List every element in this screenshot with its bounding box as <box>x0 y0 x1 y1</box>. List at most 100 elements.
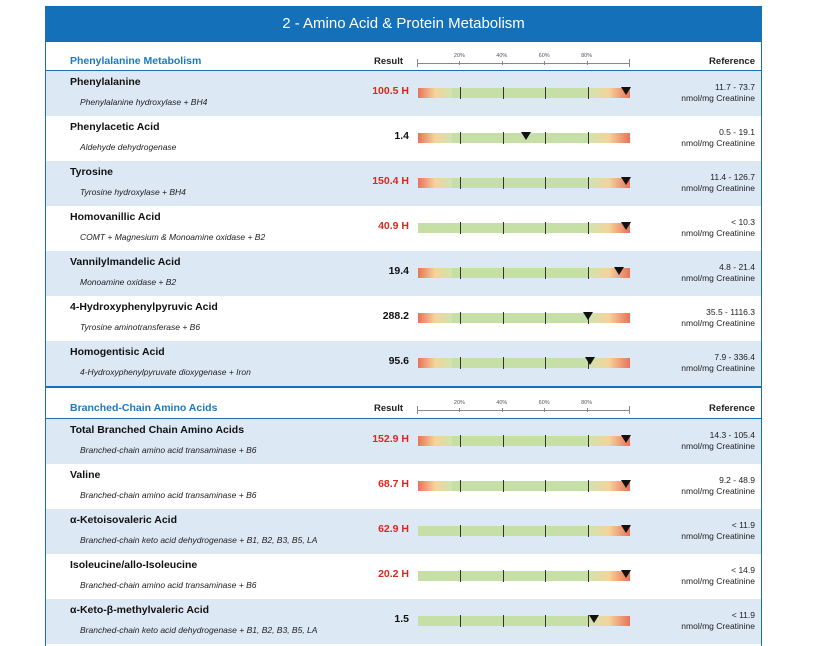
bar-tick <box>460 615 462 627</box>
reference-range-value: 11.7 - 73.7 <box>714 82 755 92</box>
enzyme-cofactors: Tyrosine hydroxylase + BH4 <box>80 187 186 197</box>
percentile-bar <box>418 357 630 369</box>
result-row: Total Branched Chain Amino Acids Branched… <box>46 419 761 464</box>
section-title: Branched-Chain Amino Acids <box>70 402 218 414</box>
bar-high-zone <box>587 178 630 188</box>
result-row: 4-Hydroxyphenylpyruvic Acid Tyrosine amin… <box>46 296 761 341</box>
enzyme-cofactors: Branched-chain keto acid dehydrogenase +… <box>80 535 318 545</box>
bar-tick <box>502 87 504 99</box>
result-value: 40.9 H <box>378 220 409 232</box>
result-row: Valine Branched-chain amino acid transami… <box>46 464 761 509</box>
bar-high-zone <box>587 88 630 98</box>
scale-tick <box>459 61 461 65</box>
bar-tick <box>587 525 589 537</box>
bar-high-zone <box>587 481 630 491</box>
percentile-bar <box>418 312 630 324</box>
bar-tick <box>460 267 462 279</box>
reference-unit: nmol/mg Creatinine <box>681 621 755 631</box>
reference-range: 11.7 - 73.7 nmol/mg Creatinine <box>681 82 755 104</box>
enzyme-cofactors: Branched-chain keto acid dehydrogenase +… <box>80 625 318 635</box>
bar-tick <box>460 357 462 369</box>
reference-range-value: 9.2 - 48.9 <box>719 475 755 485</box>
result-marker <box>521 132 532 140</box>
bar-low-zone <box>418 436 452 446</box>
bar-high-zone <box>587 571 630 581</box>
reference-range: < 11.9 nmol/mg Creatinine <box>681 520 755 542</box>
bar-tick <box>545 312 547 324</box>
scale-end-tick <box>629 59 630 67</box>
result-value: 100.5 H <box>372 85 409 97</box>
percentile-bar <box>418 525 631 537</box>
bar-low-zone <box>418 358 452 368</box>
scale-tick <box>501 408 503 412</box>
reference-unit: nmol/mg Creatinine <box>681 441 755 451</box>
enzyme-cofactors: Branched-chain amino acid transaminase +… <box>80 490 257 500</box>
result-row: Tyrosine Tyrosine hydroxylase + BH4 150.4 … <box>46 161 761 206</box>
result-marker <box>620 222 631 230</box>
reference-range-value: 35.5 - 1116.3 <box>706 307 755 317</box>
percentile-bar <box>418 570 631 582</box>
reference-unit: nmol/mg Creatinine <box>681 228 755 238</box>
bar-high-zone <box>587 358 630 368</box>
bar-normal-zone <box>451 436 588 446</box>
reference-range-value: < 11.9 <box>731 520 755 530</box>
scale-tick-label: 20% <box>453 400 465 406</box>
analyte-name: Homovanillic Acid <box>70 211 161 223</box>
bar-normal-zone <box>451 313 588 323</box>
bar-tick <box>502 435 504 447</box>
reference-range-value: 0.5 - 19.1 <box>719 127 755 137</box>
scale-tick-label: 80% <box>581 400 593 406</box>
bar-tick <box>460 435 462 447</box>
reference-range: 35.5 - 1116.3 nmol/mg Creatinine <box>681 307 755 329</box>
scale-tick <box>586 408 588 412</box>
section-divider <box>46 386 761 396</box>
scale-tick-label: 40% <box>496 400 508 406</box>
bar-low-zone <box>418 88 452 98</box>
bar-tick <box>545 570 547 582</box>
scale-tick <box>586 61 588 65</box>
reference-unit: nmol/mg Creatinine <box>681 273 755 283</box>
scale-axis <box>417 63 630 64</box>
reference-column-header: Reference <box>709 56 755 67</box>
scale-tick-label: 60% <box>538 400 550 406</box>
bar-low-zone <box>418 313 452 323</box>
analyte-name: Total Branched Chain Amino Acids <box>70 424 245 436</box>
percentile-bar <box>418 222 631 234</box>
percentile-bar <box>418 435 631 447</box>
bar-tick <box>545 435 547 447</box>
scale-tick-label: 60% <box>538 53 550 59</box>
enzyme-cofactors: Monoamine oxidase + B2 <box>80 277 177 287</box>
enzyme-cofactors: COMT + Magnesium & Monoamine oxidase + B… <box>80 232 266 242</box>
bar-low-zone <box>418 178 452 188</box>
bar-tick <box>587 267 589 279</box>
result-row: α-Ketoisovaleric Acid Branched-chain keto… <box>46 509 761 554</box>
bar-tick <box>502 222 504 234</box>
section-title: Phenylalanine Metabolism <box>70 55 202 67</box>
analyte-name: Vannilylmandelic Acid <box>70 256 181 268</box>
reference-unit: nmol/mg Creatinine <box>681 486 755 496</box>
reference-range-value: < 10.3 <box>731 217 755 227</box>
bar-tick <box>502 480 504 492</box>
reference-range: 14.3 - 105.4 nmol/mg Creatinine <box>681 430 755 452</box>
result-value: 150.4 H <box>372 175 409 187</box>
bar-tick <box>545 177 547 189</box>
bar-tick <box>460 132 462 144</box>
analyte-name: 4-Hydroxyphenylpyruvic Acid <box>70 301 218 313</box>
result-row: Homogentisic Acid 4-Hydroxyphenylpyruvate… <box>46 341 761 386</box>
bar-tick <box>587 615 589 627</box>
result-row: Vannilylmandelic Acid Monoamine oxidase +… <box>46 251 761 296</box>
analyte-name: Isoleucine/allo-Isoleucine <box>70 559 198 571</box>
bar-tick <box>545 222 547 234</box>
reference-range: 7.9 - 336.4 nmol/mg Creatinine <box>681 352 755 374</box>
scale-axis <box>417 410 630 411</box>
bar-tick <box>502 132 504 144</box>
reference-unit: nmol/mg Creatinine <box>681 576 755 586</box>
result-row: Homovanillic Acid COMT + Magnesium & Mono… <box>46 206 761 251</box>
result-marker <box>588 615 599 623</box>
bar-tick <box>460 480 462 492</box>
bar-tick <box>502 570 504 582</box>
reference-range: < 11.9 nmol/mg Creatinine <box>681 610 755 632</box>
reference-range: 9.2 - 48.9 nmol/mg Creatinine <box>681 475 755 497</box>
scale-tick <box>544 61 546 65</box>
result-value: 288.2 <box>382 310 409 322</box>
